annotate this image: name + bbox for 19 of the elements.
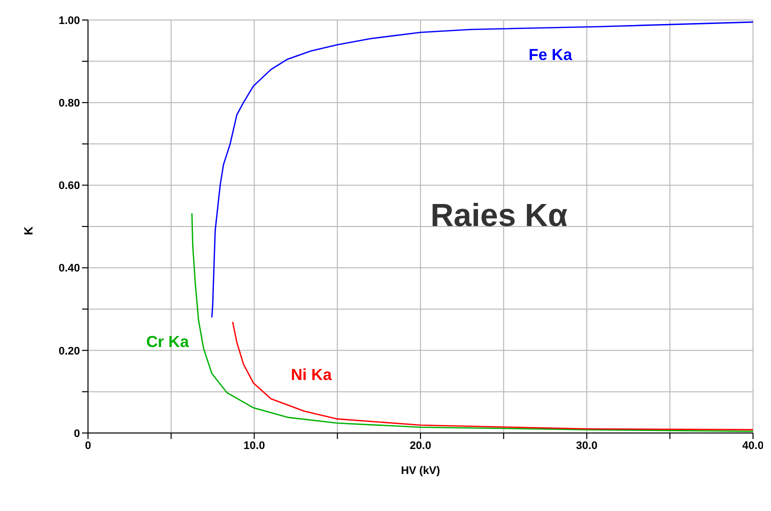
annotation: Raies Kα (430, 197, 568, 234)
series-label: Fe Ka (528, 46, 572, 65)
series-label: Cr Ka (146, 334, 189, 352)
y-tick-label: 0.80 (58, 98, 80, 110)
x-tick-label: 30.0 (576, 440, 598, 452)
series-label: Ni Ka (290, 366, 332, 385)
x-axis-title: HV (kV) (400, 464, 440, 477)
y-tick-label: 1.00 (58, 14, 80, 27)
x-tick-label: 0 (84, 440, 92, 452)
y-tick-label: 0 (74, 428, 80, 440)
y-axis-title: K (21, 226, 36, 236)
y-tick-label: 0.60 (58, 180, 80, 192)
x-tick-label: 40.0 (742, 440, 764, 452)
x-tick-label: 10.0 (244, 440, 265, 452)
y-tick-label: 0.20 (58, 345, 80, 358)
line-series (232, 321, 753, 430)
y-tick-label: 0.40 (58, 262, 80, 275)
x-tick-label: 20.0 (410, 440, 432, 452)
line-series (211, 21, 753, 318)
